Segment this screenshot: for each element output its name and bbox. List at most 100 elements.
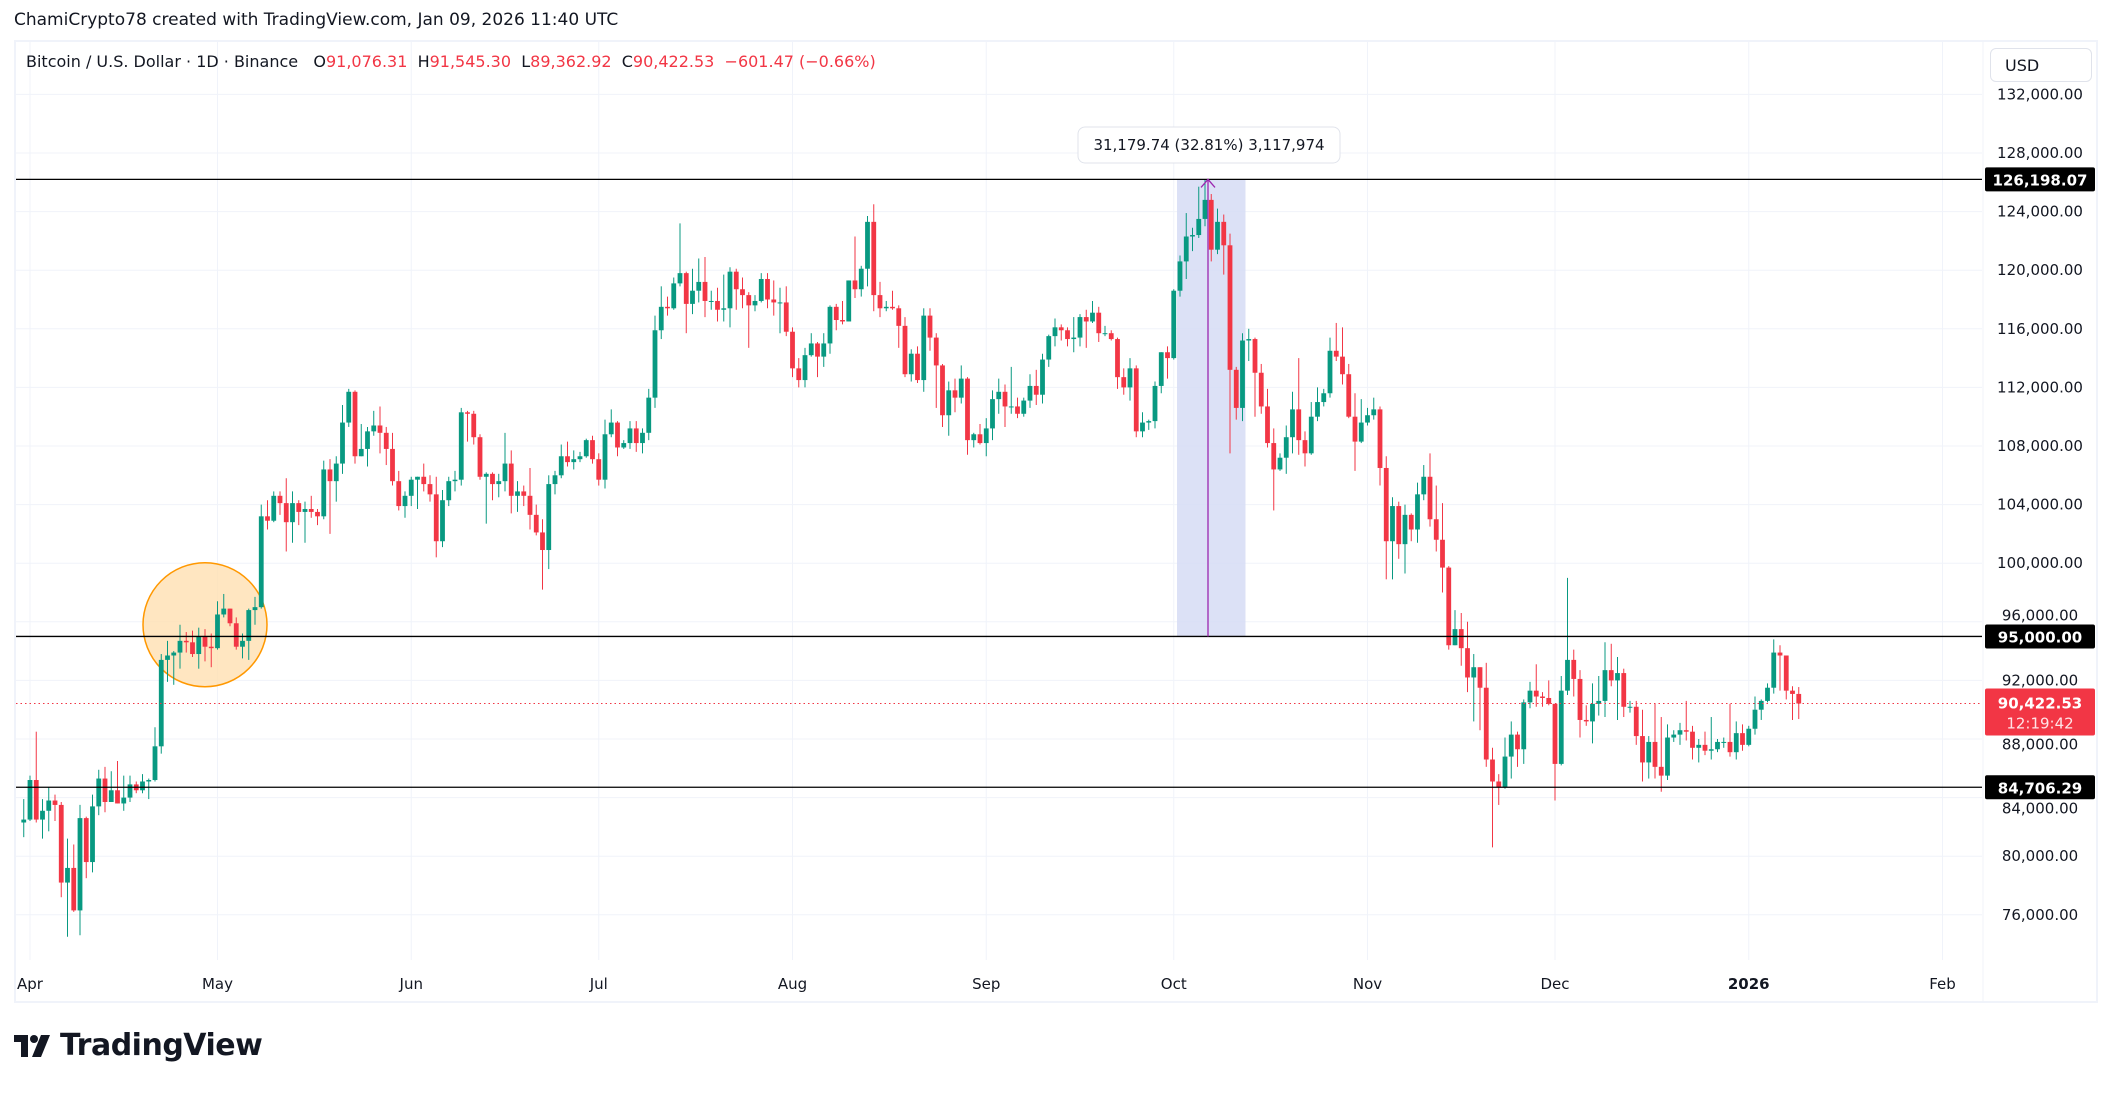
candle-body — [958, 378, 964, 398]
candle — [890, 290, 895, 310]
high-value: 91,545.30 — [429, 52, 512, 71]
candle-body — [265, 516, 270, 521]
currency-button[interactable]: USD — [1990, 48, 2092, 82]
candle — [415, 476, 420, 509]
candle — [1127, 358, 1133, 401]
candle — [1496, 774, 1502, 805]
candle — [858, 265, 864, 297]
candle-body — [58, 804, 64, 883]
horizontal-line-price-box — [1985, 775, 2095, 800]
candle-body — [977, 434, 983, 444]
candle — [577, 451, 583, 463]
candle-body — [396, 481, 402, 507]
candle — [983, 418, 989, 457]
candle — [283, 478, 289, 552]
candle-body — [321, 469, 327, 517]
candle-body — [490, 473, 495, 485]
candle-body — [627, 428, 633, 444]
candle-body — [1277, 457, 1283, 470]
candle-body — [333, 463, 339, 482]
candle — [327, 459, 333, 534]
candle — [221, 593, 227, 618]
candle-body — [790, 331, 795, 369]
price-axis[interactable]: 132,000.00 128,000.00 124,000.00 120,000.00… — [1997, 85, 2083, 923]
price-tick-label: 132,000.00 — [1997, 85, 2083, 103]
candle — [115, 760, 120, 804]
candle-body — [1615, 673, 1620, 681]
candle-body — [802, 355, 808, 381]
candle-body — [1646, 741, 1652, 763]
candle-body — [1002, 391, 1008, 407]
candle-body — [815, 343, 820, 357]
candle — [371, 410, 377, 436]
candle — [1408, 513, 1414, 542]
candle-body — [1108, 333, 1114, 340]
drawings-back — [142, 179, 1246, 688]
candle — [646, 388, 652, 441]
time-tick-label: Nov — [1353, 975, 1382, 993]
candle — [1202, 179, 1208, 227]
candle-body — [427, 484, 433, 495]
candle-body — [196, 636, 202, 655]
candle-body — [908, 353, 914, 375]
candle-body — [1365, 415, 1370, 423]
candle — [1765, 683, 1770, 703]
symbol-name[interactable]: Bitcoin / U.S. Dollar · 1D · Binance — [26, 52, 299, 71]
candle — [1271, 428, 1277, 511]
candle-body — [1183, 236, 1189, 262]
candle-body — [1665, 737, 1670, 776]
candle — [1346, 363, 1352, 419]
candle — [1283, 425, 1289, 474]
candle — [815, 341, 820, 378]
candle — [340, 404, 345, 474]
candle-body — [315, 511, 320, 517]
symbol-legend[interactable]: Bitcoin / U.S. Dollar · 1D · Binance O91… — [26, 52, 876, 71]
candle — [652, 315, 658, 408]
candle-body — [1408, 514, 1414, 530]
candle — [1090, 300, 1095, 323]
candle-body — [302, 508, 308, 512]
candle-body — [846, 280, 852, 322]
candle — [1246, 328, 1252, 362]
candle-body — [1296, 409, 1302, 441]
candle-body — [1708, 749, 1714, 751]
time-axis[interactable]: Apr May Jun Jul Aug Sep Oct Nov Dec 2026 Feb — [17, 975, 1956, 993]
price-tick-label: 92,000.00 — [2002, 671, 2078, 689]
open-value: 91,076.31 — [325, 52, 408, 71]
candle — [808, 333, 814, 357]
measure-label[interactable]: 31,179.74 (32.81%) 3,117,974 — [1077, 126, 1341, 164]
candle-body — [415, 476, 420, 480]
candle — [121, 775, 127, 811]
candle-body — [183, 640, 189, 643]
candle — [1152, 381, 1158, 429]
candle-body — [190, 642, 195, 655]
candle-body — [515, 491, 520, 496]
candle-body — [915, 353, 920, 381]
candle — [1752, 696, 1758, 735]
candle — [96, 769, 102, 816]
candle — [840, 300, 845, 325]
candle — [521, 485, 527, 507]
tradingview-logo: TradingView — [14, 1028, 263, 1063]
low-label: L — [521, 52, 531, 71]
candle — [1777, 645, 1783, 691]
candle-body — [1771, 652, 1777, 688]
candle — [1215, 208, 1220, 255]
candle-body — [346, 391, 352, 423]
candle-body — [1677, 730, 1683, 735]
candle — [1708, 717, 1714, 760]
candle — [1733, 721, 1739, 760]
candle — [608, 409, 614, 438]
candle-body — [1558, 690, 1564, 764]
time-tick-label: Jun — [399, 975, 423, 993]
candle-body — [1321, 393, 1327, 403]
candle-body — [1546, 697, 1552, 704]
candle-body — [877, 295, 883, 309]
candle — [721, 274, 727, 322]
time-tick-label: 2026 — [1728, 975, 1770, 993]
price-tick-label: 124,000.00 — [1997, 203, 2083, 221]
candle-body — [858, 268, 864, 290]
candle — [1690, 725, 1695, 760]
candle-body — [690, 290, 695, 304]
